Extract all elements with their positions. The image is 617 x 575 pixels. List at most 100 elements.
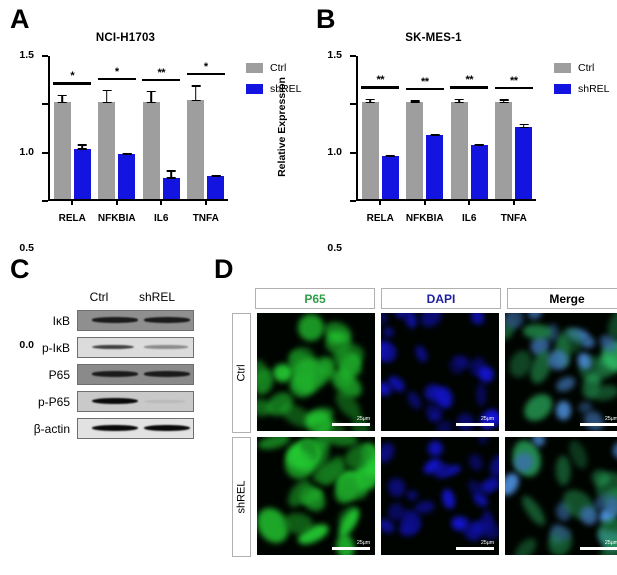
bar-groups-a: RELA * NFKBIA * IL6 ** TNFA * (50, 56, 229, 224)
y-axis-b (356, 56, 358, 201)
if-cell-blob (296, 313, 326, 342)
significance-line-a-nfkbia (97, 77, 136, 80)
bar-a-il6-ctrl (142, 90, 160, 199)
if-row-label-box-shrel: shREL (232, 437, 251, 557)
blot-band-box-4 (77, 418, 194, 439)
if-cell-blob (480, 474, 499, 497)
blot-row-label-2: P65 (48, 367, 70, 382)
significance-stars-a-nfkbia: * (114, 65, 119, 78)
significance-line-a-il6 (142, 78, 181, 81)
error-bar-a-tnfa-ctrl (194, 84, 197, 102)
bar-group-a-tnfa: TNFA * (184, 56, 229, 224)
significance-line-b-il6 (450, 86, 489, 89)
blot-row-iκb: IκB (14, 310, 194, 331)
y-tick-b-2: 1.0 (327, 103, 356, 158)
if-cell-blob (455, 411, 476, 431)
significance-stars-b-il6: ** (465, 74, 474, 87)
bar-a-nfkbia-shrel (118, 152, 136, 199)
legend-item-a-ctrl: Ctrl (246, 62, 302, 74)
blot-row-piκb: p-IκB (14, 337, 194, 358)
scale-bar (456, 547, 494, 550)
y-axis-label-b: Relative Expression (276, 77, 288, 177)
significance-marker-a-rela: * (53, 70, 92, 85)
legend-item-a-shrel: shREL (246, 83, 302, 95)
blot-band-3-shrel (144, 399, 186, 403)
immunofluorescence-panel-d: P65 DAPI Merge Ctrl 25μm 25μm 25μm shREL 25μm 25… (232, 288, 617, 563)
plot-area-a: 0.0 0.5 1.0 1.5 RELA * NFKBIA * IL6 ** TNFA * (19, 49, 229, 351)
if-cell-blob (468, 313, 487, 327)
y-tick-label-b-3: 1.5 (327, 49, 342, 61)
error-bar-b-tnfa-shrel (522, 123, 525, 129)
bar-groups-b: RELA ** NFKBIA ** IL6 ** TNFA ** (358, 56, 536, 224)
if-cell-blob (334, 532, 357, 555)
x-axis-b (356, 199, 536, 201)
scale-bar-label: 25μm (604, 540, 617, 546)
x-tick-label-a-tnfa: TNFA (192, 213, 219, 224)
blot-lane-headers: Ctrl shREL (70, 290, 187, 304)
if-cell-blob (510, 534, 540, 555)
bar-group-a-il6: IL6 ** (139, 56, 184, 224)
blot-band-4-shrel (144, 424, 190, 432)
y-tick-label-a-1: 0.5 (19, 242, 34, 255)
western-blot-panel-c: Ctrl shREL IκB p-IκB P65 p-P65 β-actin (14, 290, 204, 455)
scale-bar (580, 547, 617, 550)
if-cell-blob (381, 325, 395, 339)
panel-letter-c: C (10, 254, 30, 284)
significance-stars-a-rela: * (70, 70, 75, 83)
legend-item-b-shrel: shREL (554, 83, 610, 95)
if-cell-blob (385, 476, 407, 499)
significance-stars-b-rela: ** (376, 74, 385, 87)
panel-letter-d: D (214, 254, 234, 284)
bar-b-tnfa-ctrl (495, 99, 513, 199)
error-bar-b-rela-ctrl (369, 98, 372, 104)
chart-title-a: NCI-H1703 (95, 32, 156, 44)
scale-bar-label: 25μm (356, 416, 370, 422)
if-cell-blob (406, 489, 419, 501)
if-image-ctrl-merge: 25μm (505, 313, 617, 431)
if-cell-blob (505, 469, 524, 499)
legend-label-a-shrel: shREL (270, 83, 302, 95)
if-cell-blob (476, 437, 489, 445)
x-tick-a-3: TNFA (193, 199, 219, 224)
x-tick-label-b-nfkbia: NFKBIA (405, 213, 444, 224)
y-tick-label-b-2: 1.0 (327, 145, 342, 158)
significance-line-a-rela (53, 82, 92, 85)
scale-bar (332, 547, 370, 550)
if-column-headers: P65 DAPI Merge (255, 288, 617, 309)
significance-marker-a-nfkbia: * (97, 65, 136, 80)
bar-b-il6-shrel (470, 143, 488, 199)
error-bar-b-rela-shrel (389, 154, 392, 158)
if-column-header-dapi: DAPI (381, 288, 501, 309)
if-row-shrel: shREL 25μm 25μm 25μm (232, 437, 617, 557)
blot-band-3-ctrl (92, 397, 138, 405)
if-image-ctrl-p65: 25μm (257, 313, 375, 431)
if-image-ctrl-dapi: 25μm (381, 313, 499, 431)
bar-group-b-nfkbia: NFKBIA ** (403, 56, 448, 224)
chart-title-b: SK-MES-1 (405, 32, 462, 44)
blot-band-0-shrel (144, 317, 190, 323)
legend-b: Ctrl shREL (554, 62, 610, 104)
if-row-ctrl: Ctrl 25μm 25μm 25μm (232, 313, 617, 433)
if-row-label-shrel: shREL (235, 480, 248, 514)
significance-marker-a-il6: ** (142, 67, 181, 81)
bar-b-tnfa-shrel (515, 123, 533, 199)
x-axis-a (48, 199, 228, 201)
if-cell-blob (555, 400, 572, 420)
blot-row-p65: P65 (14, 364, 194, 385)
if-cell-blob (425, 438, 445, 459)
x-tick-label-b-tnfa: TNFA (500, 213, 527, 224)
significance-marker-a-tnfa: * (186, 60, 225, 75)
if-cell-blob (404, 389, 424, 411)
scale-bar-label: 25μm (480, 540, 494, 546)
legend-item-b-ctrl: Ctrl (554, 62, 610, 74)
significance-stars-a-tnfa: * (203, 60, 208, 73)
if-row-label-box-ctrl: Ctrl (232, 313, 251, 433)
panel-letter-a: A (10, 4, 30, 34)
plot-area-b: 0.00.5 1.0 1.5 RELA ** NFKBIA ** IL6 ** TNFA ** (327, 49, 536, 351)
if-image-shrel-dapi: 25μm (381, 437, 499, 555)
blot-band-1-shrel (144, 345, 188, 349)
if-cell-blob (413, 499, 436, 515)
x-tick-label-a-il6: IL6 (154, 213, 169, 224)
bar-group-b-rela: RELA ** (358, 56, 403, 224)
x-tick-label-b-il6: IL6 (462, 213, 477, 224)
